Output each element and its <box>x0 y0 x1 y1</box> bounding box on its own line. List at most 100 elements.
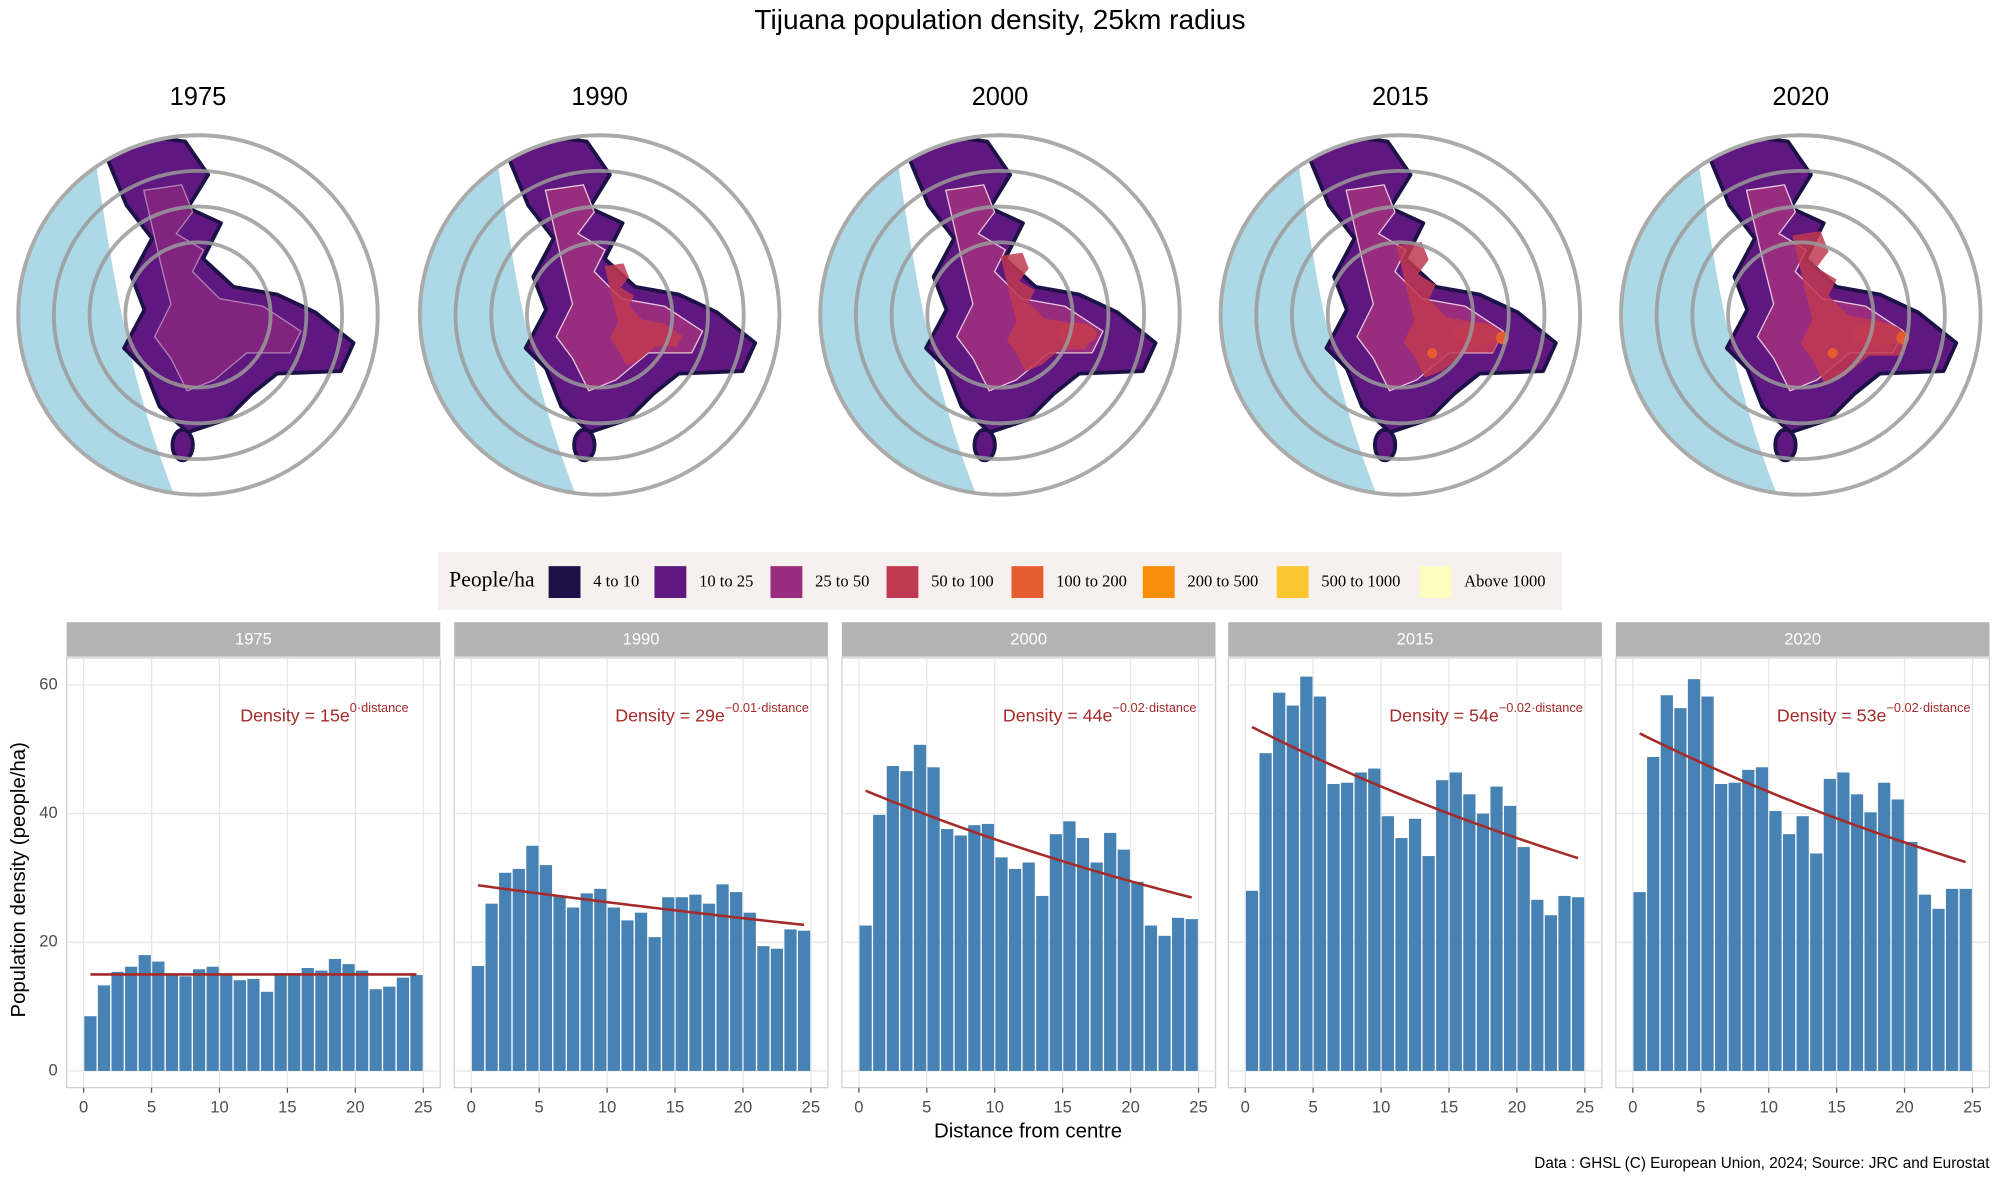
bar <box>1049 834 1062 1071</box>
fit-exponent: −0.01·distance <box>725 700 809 715</box>
bar <box>1104 832 1117 1071</box>
legend-swatch <box>886 566 919 599</box>
legend-title: People/ha <box>449 567 535 591</box>
bar <box>233 980 246 1071</box>
sea <box>418 133 581 497</box>
bar <box>1300 676 1313 1071</box>
bar <box>1449 772 1462 1071</box>
bar <box>1932 908 1945 1071</box>
bar <box>165 975 179 1071</box>
strip <box>841 622 1216 657</box>
bar <box>471 966 485 1071</box>
legend-swatch <box>654 566 687 599</box>
bar <box>1131 881 1144 1071</box>
bar <box>553 895 566 1071</box>
bar <box>954 835 967 1071</box>
bar <box>526 845 539 1071</box>
fit-formula: Density = 15e <box>240 705 350 725</box>
bar <box>356 970 369 1071</box>
x-tick-label: 15 <box>1053 1097 1071 1116</box>
bar <box>1687 679 1701 1071</box>
sea <box>1619 133 1782 497</box>
x-tick-label: 20 <box>1508 1097 1526 1116</box>
caption: Data : GHSL (C) European Union, 2024; So… <box>1534 1155 1990 1172</box>
x-tick-label: 0 <box>79 1097 88 1116</box>
bar <box>1633 892 1646 1071</box>
bar <box>1571 897 1585 1071</box>
bar <box>1381 816 1394 1071</box>
urban-core <box>604 263 683 366</box>
distance-ring <box>1726 240 1876 390</box>
distance-ring <box>1654 168 1947 461</box>
x-tick-label: 10 <box>986 1097 1004 1116</box>
map-outline <box>1619 133 1983 497</box>
distance-ring <box>925 240 1075 390</box>
map-title: 1975 <box>170 83 227 111</box>
bar <box>770 948 784 1071</box>
bar <box>1531 899 1544 1071</box>
distance-ring <box>1254 168 1547 461</box>
urban-core <box>1851 322 1903 346</box>
y-tick-label: 40 <box>39 803 57 822</box>
bar <box>1368 768 1381 1071</box>
bar <box>288 973 301 1071</box>
strip <box>1615 622 1990 657</box>
map <box>16 133 380 497</box>
map-title: 2000 <box>972 83 1029 111</box>
fit-annotation: Density = 53e−0.02·distance <box>1777 700 1971 725</box>
fit-formula: Density = 54e <box>1389 705 1499 725</box>
x-tick-label: 15 <box>1827 1097 1845 1116</box>
bar <box>1504 805 1517 1071</box>
panel-title: 2000 <box>1010 629 1047 648</box>
legend-swatch <box>1142 566 1175 599</box>
bar <box>689 894 702 1071</box>
bar <box>1850 794 1864 1071</box>
strip <box>454 622 828 657</box>
panel-title: 1975 <box>235 629 272 648</box>
urban-core <box>1453 322 1500 346</box>
bar <box>859 925 872 1071</box>
distance-ring <box>525 240 675 390</box>
bar <box>797 930 811 1071</box>
bar <box>1185 919 1198 1071</box>
bar <box>1837 772 1850 1071</box>
x-tick-label: 10 <box>210 1097 228 1116</box>
distance-ring <box>51 168 344 461</box>
urban-area <box>170 427 195 463</box>
bar <box>1742 769 1755 1071</box>
map-outline <box>818 133 1182 497</box>
legend-label: 4 to 10 <box>593 572 639 591</box>
bar <box>1036 895 1049 1071</box>
fit-formula: Density = 53e <box>1777 705 1887 725</box>
x-tick-label: 20 <box>734 1097 752 1116</box>
bar <box>784 929 797 1071</box>
bar <box>1008 868 1022 1071</box>
legend-box <box>437 552 1563 610</box>
fit-formula: Density = 29e <box>615 705 725 725</box>
bar <box>1436 780 1449 1071</box>
bar <box>1395 838 1408 1071</box>
bar <box>499 872 512 1071</box>
bar <box>260 991 274 1071</box>
bar <box>512 868 525 1071</box>
urban-peak <box>1427 348 1438 359</box>
map-title: 2015 <box>1372 83 1429 111</box>
bar <box>1810 853 1823 1071</box>
x-tick-label: 20 <box>1121 1097 1139 1116</box>
figure-title: Tijuana population density, 25km radius <box>754 4 1245 35</box>
bar <box>1245 890 1259 1071</box>
bar <box>152 961 165 1071</box>
bar <box>580 893 593 1071</box>
bar <box>1076 838 1090 1071</box>
bar <box>757 946 770 1071</box>
x-tick-label: 0 <box>1241 1097 1250 1116</box>
bar <box>315 970 328 1071</box>
bar <box>369 989 382 1071</box>
bar <box>179 976 192 1071</box>
legend-label: 10 to 25 <box>699 572 753 591</box>
bar <box>1490 786 1503 1071</box>
bar <box>1755 767 1769 1071</box>
strip <box>66 622 441 657</box>
